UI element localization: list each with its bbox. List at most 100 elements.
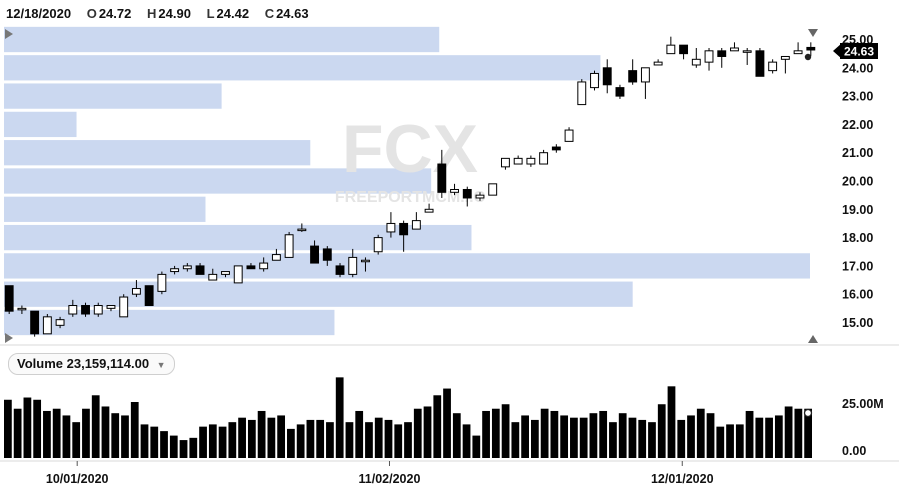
candle-body [361, 259, 370, 263]
candle-body [577, 81, 587, 106]
candle-body [348, 256, 358, 275]
volume-tick-label: 25.00M [842, 397, 884, 411]
volume-bar [316, 419, 325, 458]
price-tick-label: 23.00 [842, 90, 873, 104]
volume-bar [404, 422, 412, 458]
volume-bar [628, 417, 637, 458]
header-date: 12/18/2020 [6, 6, 72, 21]
volume-bar [667, 386, 676, 458]
candle-body [539, 152, 549, 165]
candle-body [717, 50, 727, 57]
volume-profile-band [4, 26, 440, 53]
candle-body [271, 254, 281, 261]
volume-bar [443, 388, 451, 458]
candle-body [297, 228, 307, 232]
volume-bar [550, 410, 559, 458]
volume-profile-band [4, 168, 432, 194]
volume-bar [677, 419, 686, 458]
volume-bars [4, 377, 812, 458]
volume-bar [43, 410, 51, 458]
volume-bar [82, 408, 90, 458]
high-key: H [147, 6, 157, 21]
candle-body [437, 163, 447, 193]
volume-bar [540, 408, 549, 458]
volume-bar [72, 422, 81, 458]
volume-bar [462, 424, 471, 458]
volume-bar [648, 422, 656, 458]
candle-body [806, 46, 816, 51]
candle-body [246, 265, 256, 270]
volume-bar [355, 410, 364, 458]
candle-body [42, 316, 52, 335]
candle-body [208, 273, 218, 281]
volume-bar [599, 410, 608, 458]
volume-bar [501, 404, 510, 458]
candle-body [310, 245, 320, 264]
candle-body [475, 194, 485, 199]
candle-body [119, 296, 129, 318]
price-tick-label: 19.00 [842, 203, 873, 217]
close-value: 24.63 [276, 6, 309, 21]
candle-body [526, 157, 536, 165]
volume-bar [726, 424, 734, 458]
volume-selector[interactable]: Volume 23,159,114.00 ▼ [8, 353, 175, 375]
volume-bar [804, 408, 812, 458]
last-price-badge: 24.63 [833, 43, 878, 59]
candle-body [513, 157, 523, 165]
volume-bar [521, 415, 529, 458]
volume-profile [4, 26, 810, 336]
price-tick-label: 16.00 [842, 288, 873, 302]
candle-body [259, 262, 269, 270]
volume-bar [716, 426, 725, 458]
volume-bar [306, 419, 315, 458]
price-tick-label: 21.00 [842, 146, 873, 160]
volume-bar [472, 435, 481, 458]
candles [4, 36, 816, 337]
volume-bar [218, 426, 227, 458]
volume-bar [208, 424, 217, 458]
scroll-up-icon[interactable] [808, 29, 818, 37]
volume-bar [160, 431, 168, 458]
volume-bar [23, 397, 32, 458]
badge-box [840, 43, 878, 59]
volume-bar [706, 413, 715, 458]
volume-bar [277, 415, 286, 458]
volume-bar [579, 417, 588, 458]
volume-bar [13, 408, 22, 458]
date-tick-label: 11/02/2020 [359, 472, 421, 486]
volume-profile-band [4, 83, 222, 109]
volume-tick-label: 0.00 [842, 444, 866, 458]
candle-body [144, 285, 154, 307]
scroll-down-icon[interactable] [808, 335, 818, 343]
high-value: 24.90 [158, 6, 191, 21]
candle-body [666, 44, 676, 55]
volume-bar [257, 410, 266, 458]
candle-body [93, 305, 103, 315]
candle-body [730, 47, 739, 52]
price-tick-label: 18.00 [842, 231, 873, 245]
scroll-left-top-icon[interactable] [5, 29, 13, 39]
candle-body [386, 222, 396, 233]
scroll-left-bottom-icon[interactable] [5, 333, 13, 343]
volume-bar [491, 408, 500, 458]
watermark-symbol: FCX [342, 111, 478, 187]
volume-bar [560, 415, 569, 458]
candle-body [780, 55, 790, 60]
candle-body [131, 288, 141, 295]
candle-body [322, 248, 332, 261]
volume-bar [482, 410, 490, 458]
candle-body [564, 129, 574, 142]
volume-profile-band [4, 196, 206, 222]
candle-body [462, 188, 472, 199]
candle-body [602, 67, 612, 86]
volume-bar [247, 419, 256, 458]
volume-bar [199, 426, 207, 458]
price-tick-label: 20.00 [842, 175, 873, 189]
volume-bar [150, 426, 159, 458]
candle-body [17, 307, 27, 311]
volume-profile-band [4, 309, 335, 336]
volume-bar [618, 413, 627, 458]
volume-bar [179, 440, 188, 458]
volume-bar [4, 399, 12, 458]
